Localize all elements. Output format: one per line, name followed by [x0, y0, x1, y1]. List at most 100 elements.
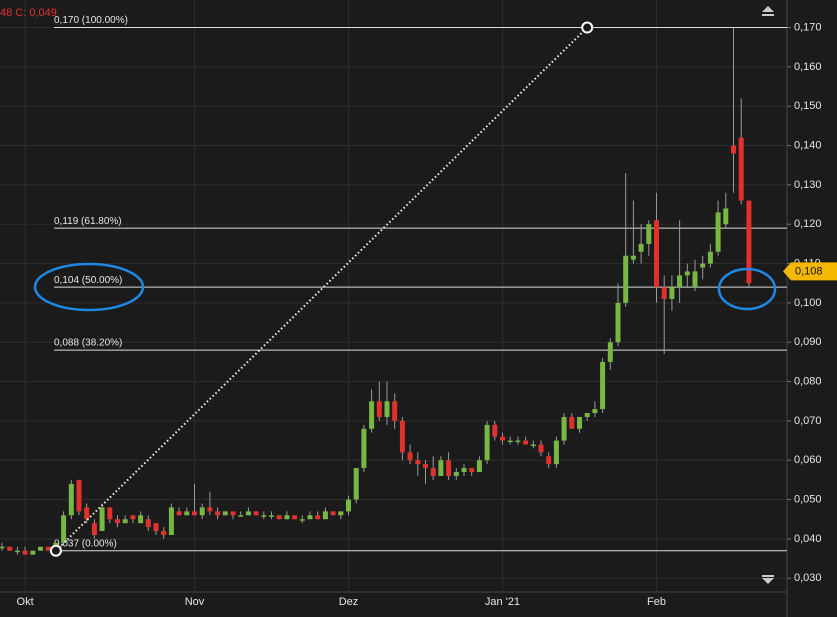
candle-body: [299, 519, 305, 521]
y-tick-label: 0,100: [794, 297, 822, 309]
candle-body: [76, 479, 82, 512]
candle-body: [192, 511, 197, 516]
x-tick-label: Jan '21: [485, 596, 520, 608]
candle-body: [68, 483, 74, 516]
candle-body: [707, 251, 713, 264]
y-tick-label: 0,150: [794, 100, 822, 112]
candle-body: [353, 468, 359, 500]
candle-body: [453, 472, 459, 476]
candle-body: [91, 523, 97, 535]
candle-body: [407, 452, 413, 461]
candle-body: [423, 464, 428, 469]
price-tag: [783, 262, 837, 281]
trend-line: [55, 26, 588, 552]
candle-body: [700, 263, 706, 268]
fib-label: 0,088 (38.20%): [54, 338, 122, 349]
candle-body: [623, 255, 629, 303]
candle-body: [315, 515, 321, 520]
candle-body: [469, 468, 475, 473]
y-tick-label: 0,070: [794, 415, 822, 427]
candle-body: [577, 416, 582, 429]
y-tick-label: 0,130: [794, 179, 822, 191]
fib-label: 0,104 (50.00%): [54, 275, 122, 286]
candle-body: [746, 200, 752, 284]
highlight-ellipse: [717, 267, 777, 311]
y-tick-label: 0,050: [794, 493, 822, 505]
candle-body: [330, 511, 336, 516]
candle-body: [392, 401, 398, 421]
candle-body: [30, 550, 36, 555]
scroll-down[interactable]: [762, 578, 774, 584]
candle-body: [500, 436, 505, 441]
candle-body: [430, 468, 436, 476]
candle-body: [561, 416, 567, 441]
candle-body: [723, 208, 729, 225]
candle-body: [530, 444, 536, 446]
x-tick-label: Feb: [647, 596, 666, 608]
candle-body: [230, 511, 236, 516]
candle-body: [153, 523, 159, 532]
candle-body: [684, 271, 690, 276]
candle-body: [84, 507, 90, 520]
candle-body: [215, 511, 221, 516]
y-tick-label: 0,040: [794, 533, 822, 545]
candle-body: [168, 507, 174, 535]
candle-body: [0, 546, 5, 549]
candle-body: [184, 511, 190, 516]
candle-body: [22, 550, 28, 555]
candle-body: [145, 519, 151, 528]
ohlc-header: 48 C: 0,049: [0, 7, 57, 19]
candle-body: [322, 511, 328, 520]
candle-body: [199, 507, 205, 516]
scroll-up-bar: [762, 14, 774, 16]
candle-body: [538, 444, 544, 453]
candle-body: [646, 224, 652, 244]
candle-body: [245, 511, 251, 516]
highlight-ellipse: [33, 262, 145, 312]
candle-body: [415, 460, 421, 465]
candle-body: [376, 401, 382, 417]
candle-body: [592, 409, 598, 414]
candle-body: [446, 460, 452, 476]
candle-body: [738, 137, 744, 201]
candle-body: [284, 515, 290, 520]
candle-body: [692, 271, 698, 288]
candle-body: [7, 546, 13, 551]
y-tick-label: 0,080: [794, 375, 822, 387]
price-tag-label: 0,108: [795, 265, 823, 277]
candle-body: [238, 515, 244, 517]
candle-body: [99, 507, 105, 532]
candle-body: [292, 515, 298, 520]
y-tick-label: 0,120: [794, 218, 822, 230]
candle-body: [276, 515, 282, 520]
candle-body: [161, 531, 167, 535]
candle-body: [607, 342, 613, 362]
x-tick-label: Okt: [17, 596, 34, 608]
candle-body: [669, 287, 675, 299]
candle-body: [207, 507, 213, 512]
candle-body: [569, 416, 575, 429]
candle-body: [222, 511, 228, 516]
candle-body: [638, 243, 644, 252]
candle-body: [14, 550, 20, 553]
candle-body: [307, 515, 313, 520]
fib-label: 0,037 (0.00%): [54, 538, 117, 549]
candle-body: [715, 212, 721, 252]
candle-body: [476, 460, 482, 473]
candle-body: [138, 515, 144, 524]
candle-body: [677, 275, 683, 288]
candle-body: [122, 519, 128, 524]
candle-body: [492, 424, 498, 437]
candle-body: [338, 511, 344, 516]
trend-handle: [581, 21, 594, 34]
candle-body: [384, 401, 390, 417]
y-tick-label: 0,090: [794, 336, 822, 348]
scroll-up[interactable]: [762, 6, 774, 12]
candle-body: [661, 287, 667, 299]
candle-body: [253, 511, 259, 516]
candle-body: [369, 401, 375, 429]
candle-body: [107, 507, 113, 520]
candle-body: [600, 361, 606, 410]
